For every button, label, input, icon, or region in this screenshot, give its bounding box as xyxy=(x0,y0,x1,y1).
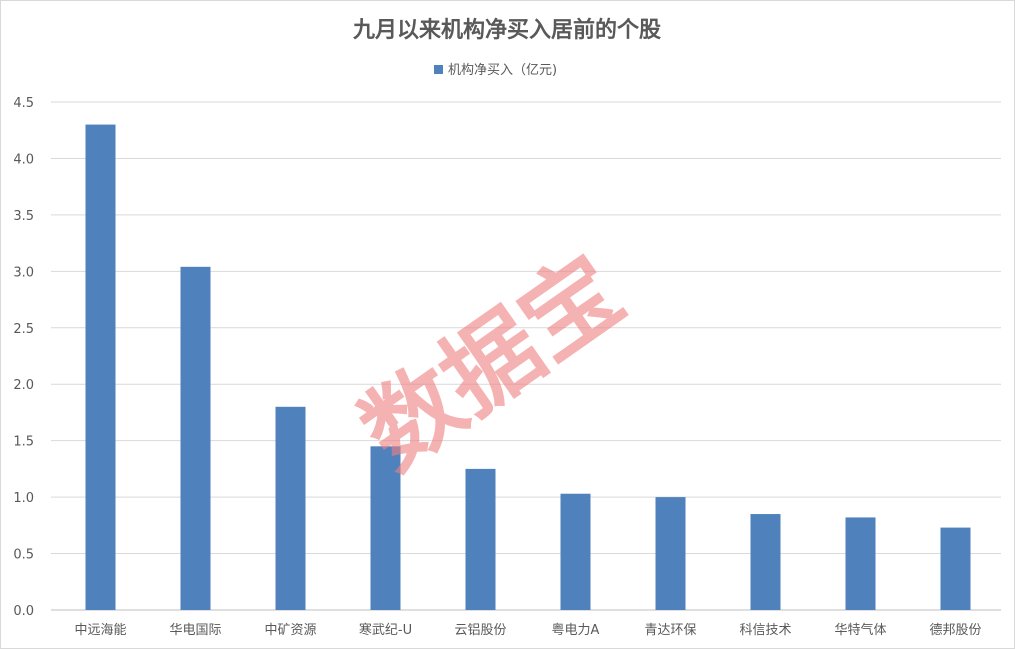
bars xyxy=(85,124,971,611)
x-category-label: 云铝股份 xyxy=(454,623,506,638)
y-tick-label: 0.5 xyxy=(13,548,34,563)
y-tick-label: 0.0 xyxy=(13,604,34,619)
y-axis-ticks: 0.0 0.5 1.0 1.5 2.0 2.5 3.0 3.5 4.0 4.5 xyxy=(13,96,34,619)
y-tick-label: 2.5 xyxy=(13,322,34,337)
bar xyxy=(560,493,591,610)
bar xyxy=(940,527,971,610)
y-tick-label: 4.0 xyxy=(13,152,34,167)
bar xyxy=(180,266,211,610)
legend-label: 机构净买入（亿元) xyxy=(448,63,557,78)
bar xyxy=(370,446,401,610)
bar xyxy=(845,517,876,610)
bar xyxy=(655,497,686,610)
y-tick-label: 3.5 xyxy=(13,209,34,224)
bar xyxy=(750,514,781,610)
bar xyxy=(275,406,306,610)
legend: 机构净买入（亿元) xyxy=(434,63,557,78)
x-category-label: 寒武纪-U xyxy=(359,622,412,638)
x-category-label: 中矿资源 xyxy=(264,623,316,638)
x-category-label: 科信技术 xyxy=(739,623,791,638)
x-category-label: 华电国际 xyxy=(169,623,221,638)
x-category-label: 中远海能 xyxy=(74,623,126,638)
x-category-label: 粤电力A xyxy=(552,622,600,638)
y-tick-label: 3.0 xyxy=(13,265,34,280)
chart-title: 九月以来机构净买入居前的个股 xyxy=(352,17,661,43)
y-tick-label: 4.5 xyxy=(13,96,34,111)
bar xyxy=(85,124,116,611)
x-axis-categories: 中远海能 华电国际 中矿资源 寒武纪-U 云铝股份 粤电力A 青达环保 科信技术 华特气体 德邦股… xyxy=(74,622,981,638)
x-category-label: 华特气体 xyxy=(834,622,886,638)
y-tick-label: 1.0 xyxy=(13,491,34,506)
legend-swatch xyxy=(434,65,443,74)
y-tick-label: 2.0 xyxy=(13,378,34,393)
x-category-label: 青达环保 xyxy=(644,623,696,638)
bar xyxy=(465,468,496,610)
x-category-label: 德邦股份 xyxy=(929,623,981,638)
y-tick-label: 1.5 xyxy=(13,435,34,450)
watermark-text: 数据宝 xyxy=(342,234,642,491)
